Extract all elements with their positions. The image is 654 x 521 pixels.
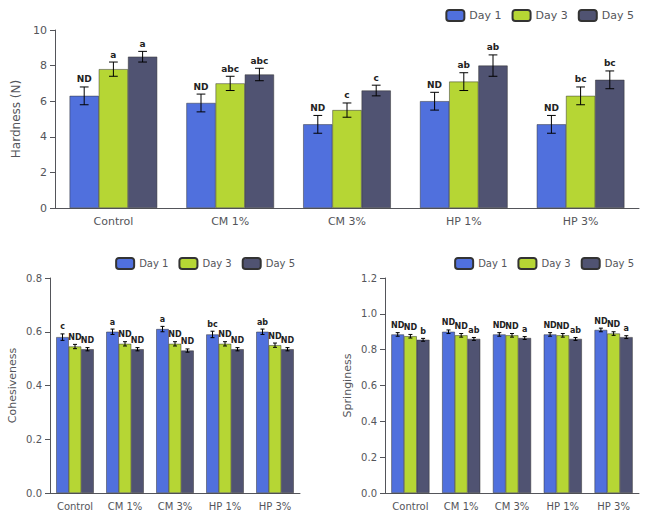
svg-text:1.2: 1.2 <box>361 273 377 284</box>
svg-text:ND: ND <box>310 103 325 113</box>
svg-text:CM 1%: CM 1% <box>444 501 479 512</box>
svg-text:a: a <box>522 325 527 334</box>
svg-text:ND: ND <box>68 332 82 342</box>
svg-text:Day 1: Day 1 <box>478 258 507 269</box>
svg-text:Cohesiveness: Cohesiveness <box>6 348 19 424</box>
svg-text:ND: ND <box>404 323 418 332</box>
svg-text:CM 3%: CM 3% <box>495 501 530 512</box>
svg-text:c: c <box>374 73 379 83</box>
svg-text:bc: bc <box>604 58 616 68</box>
svg-text:Day 1: Day 1 <box>139 258 168 269</box>
svg-text:Day 3: Day 3 <box>536 9 568 22</box>
svg-text:bc: bc <box>207 320 218 329</box>
svg-text:abc: abc <box>221 64 239 74</box>
svg-text:0.2: 0.2 <box>361 452 377 463</box>
svg-text:ab: ab <box>257 318 268 327</box>
svg-text:10: 10 <box>33 24 47 37</box>
svg-text:0.8: 0.8 <box>361 344 377 355</box>
svg-text:ND: ND <box>493 321 507 330</box>
svg-text:c: c <box>344 90 349 100</box>
svg-text:Control: Control <box>94 215 134 228</box>
svg-text:0.0: 0.0 <box>361 488 377 499</box>
svg-text:0.0: 0.0 <box>26 488 42 499</box>
svg-text:0.4: 0.4 <box>361 416 377 427</box>
svg-text:Day 1: Day 1 <box>469 9 501 22</box>
svg-text:ND: ND <box>427 80 442 90</box>
svg-text:ND: ND <box>442 318 456 327</box>
svg-text:2: 2 <box>40 166 47 179</box>
svg-text:Springiness: Springiness <box>341 353 354 417</box>
svg-text:abc: abc <box>250 56 268 66</box>
svg-text:ND: ND <box>556 322 570 331</box>
svg-text:Day 3: Day 3 <box>202 258 231 269</box>
svg-text:8: 8 <box>40 59 47 72</box>
svg-text:ab: ab <box>570 326 581 335</box>
svg-text:0: 0 <box>40 202 47 215</box>
svg-text:Day 5: Day 5 <box>602 9 634 22</box>
svg-text:ND: ND <box>607 320 621 329</box>
svg-text:a: a <box>140 39 146 49</box>
svg-text:ab: ab <box>458 60 471 70</box>
svg-text:Day 5: Day 5 <box>266 258 295 269</box>
svg-text:HP 1%: HP 1% <box>209 501 242 512</box>
svg-text:ab: ab <box>468 326 479 335</box>
svg-text:0.6: 0.6 <box>361 380 377 391</box>
svg-text:ND: ND <box>81 336 95 345</box>
svg-text:ND: ND <box>168 330 182 340</box>
svg-text:ND: ND <box>391 321 405 330</box>
svg-text:ND: ND <box>77 74 92 84</box>
svg-text:a: a <box>160 315 165 324</box>
svg-text:HP 3%: HP 3% <box>259 501 292 512</box>
svg-text:ND: ND <box>505 322 519 331</box>
svg-text:CM 3%: CM 3% <box>328 215 366 228</box>
svg-text:HP 1%: HP 1% <box>547 501 580 512</box>
svg-text:ND: ND <box>193 82 208 92</box>
svg-text:1.0: 1.0 <box>361 308 377 319</box>
svg-text:ab: ab <box>487 42 500 52</box>
svg-text:4: 4 <box>40 130 47 143</box>
svg-text:ND: ND <box>231 336 245 345</box>
svg-text:CM 3%: CM 3% <box>158 501 193 512</box>
svg-text:ND: ND <box>455 322 469 331</box>
svg-text:b: b <box>420 327 426 336</box>
svg-text:Day 5: Day 5 <box>605 258 634 269</box>
svg-text:CM 1%: CM 1% <box>211 215 249 228</box>
svg-text:ND: ND <box>268 331 282 341</box>
svg-text:ND: ND <box>544 103 559 113</box>
svg-text:ND: ND <box>594 317 608 326</box>
svg-text:Hardness (N): Hardness (N) <box>9 80 23 158</box>
svg-text:ND: ND <box>181 337 195 346</box>
svg-text:ND: ND <box>118 330 132 340</box>
svg-text:HP 3%: HP 3% <box>563 215 599 228</box>
svg-text:0.8: 0.8 <box>26 273 42 284</box>
svg-text:CM 1%: CM 1% <box>108 501 143 512</box>
svg-text:a: a <box>110 318 115 327</box>
svg-text:Day 3: Day 3 <box>541 258 570 269</box>
svg-text:0.6: 0.6 <box>26 326 42 337</box>
svg-text:HP 1%: HP 1% <box>446 215 482 228</box>
svg-text:6: 6 <box>40 95 47 108</box>
svg-text:ND: ND <box>131 336 145 345</box>
svg-text:a: a <box>624 324 629 333</box>
svg-text:a: a <box>110 50 116 60</box>
svg-text:0.2: 0.2 <box>26 434 42 445</box>
svg-text:Control: Control <box>57 501 93 512</box>
svg-text:ND: ND <box>543 321 557 330</box>
svg-text:0.4: 0.4 <box>26 380 42 391</box>
svg-text:ND: ND <box>281 336 295 345</box>
svg-text:bc: bc <box>575 74 587 84</box>
svg-text:c: c <box>60 322 65 331</box>
svg-text:HP 3%: HP 3% <box>597 501 630 512</box>
svg-text:ND: ND <box>218 330 232 340</box>
svg-text:Control: Control <box>392 501 428 512</box>
